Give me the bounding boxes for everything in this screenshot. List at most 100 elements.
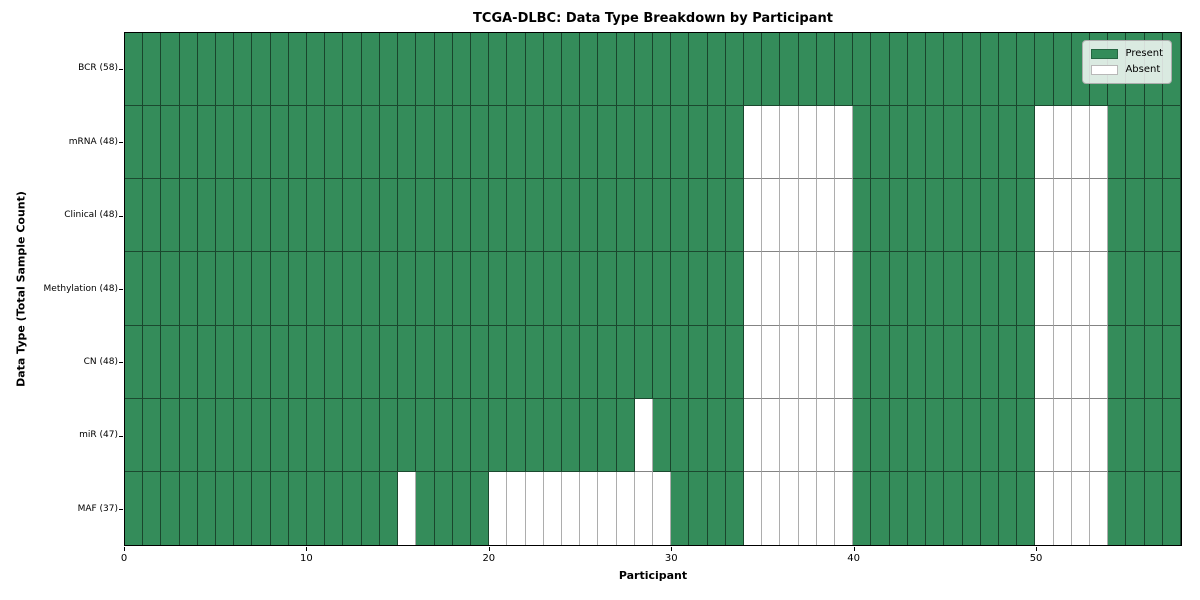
heatmap-cell	[744, 325, 763, 399]
x-tick-label: 40	[847, 553, 861, 564]
heatmap-cell	[707, 33, 726, 107]
heatmap-cell	[379, 106, 399, 180]
heatmap-cell	[270, 179, 289, 253]
heatmap-cell	[580, 252, 599, 326]
heatmap-cell	[634, 33, 653, 107]
heatmap-cell	[962, 252, 981, 326]
heatmap-cell	[452, 106, 471, 180]
heatmap-cell	[234, 33, 253, 107]
heatmap-cell	[580, 471, 599, 545]
heatmap-cell	[489, 398, 508, 472]
heatmap-cell	[907, 33, 927, 107]
heatmap-cell	[234, 179, 253, 253]
heatmap-cell	[944, 471, 963, 545]
heatmap-cell	[179, 398, 198, 472]
heatmap-cell	[416, 33, 435, 107]
heatmap-cell	[1017, 179, 1036, 253]
heatmap-cell	[598, 33, 617, 107]
heatmap-cell	[707, 325, 726, 399]
heatmap-cell	[179, 106, 198, 180]
heatmap-cell	[798, 325, 817, 399]
heatmap-cell	[561, 471, 581, 545]
heatmap-cell	[452, 471, 471, 545]
heatmap-cell	[470, 33, 490, 107]
heatmap-cell	[507, 252, 526, 326]
x-tick-label: 20	[482, 553, 496, 564]
heatmap-cell	[1108, 471, 1127, 545]
heatmap-cell	[1108, 325, 1127, 399]
heatmap-cell	[325, 33, 344, 107]
heatmap-cell	[926, 33, 945, 107]
heatmap-cell	[561, 33, 581, 107]
heatmap-cell	[561, 252, 581, 326]
heatmap-cell	[197, 252, 217, 326]
y-tick-mark	[119, 435, 123, 437]
heatmap-cell	[543, 471, 562, 545]
heatmap-cell	[671, 179, 690, 253]
heatmap-cell	[944, 33, 963, 107]
heatmap-cell	[926, 471, 945, 545]
heatmap-cell	[762, 33, 781, 107]
heatmap-cell	[1089, 106, 1109, 180]
heatmap-cell	[798, 33, 817, 107]
heatmap-cell	[580, 325, 599, 399]
heatmap-cell	[398, 471, 417, 545]
x-tick-mark	[853, 547, 855, 551]
heatmap-cell	[270, 398, 289, 472]
plot-area: Present Absent	[124, 32, 1182, 546]
heatmap-cell	[1162, 325, 1181, 399]
heatmap-cell	[379, 471, 399, 545]
heatmap-cell	[507, 179, 526, 253]
heatmap-cell	[671, 325, 690, 399]
y-tick-mark	[119, 142, 123, 144]
heatmap-cell	[416, 325, 435, 399]
heatmap-cell	[470, 106, 490, 180]
heatmap-cell	[252, 471, 271, 545]
heatmap-cell	[980, 33, 999, 107]
heatmap-cell	[234, 106, 253, 180]
heatmap-cell	[288, 179, 308, 253]
heatmap-cell	[616, 398, 635, 472]
heatmap-cell	[1126, 106, 1145, 180]
y-tick-label: BCR (58)	[78, 63, 118, 74]
y-tick-label: CN (48)	[83, 356, 118, 367]
y-tick-mark	[119, 289, 123, 290]
y-tick-mark	[119, 215, 123, 217]
heatmap-cell	[125, 106, 144, 180]
heatmap-cell	[998, 33, 1018, 107]
heatmap-cell	[161, 33, 180, 107]
heatmap-cell	[1071, 106, 1090, 180]
heatmap-cell	[525, 325, 544, 399]
y-tick-label: Methylation (48)	[43, 283, 118, 294]
heatmap-cell	[707, 179, 726, 253]
heatmap-cell	[452, 33, 471, 107]
heatmap-cell	[216, 398, 235, 472]
heatmap-cell	[307, 106, 326, 180]
heatmap-cell	[725, 471, 745, 545]
y-tick-label: miR (47)	[79, 430, 118, 441]
x-tick-mark	[306, 547, 308, 551]
heatmap-cell	[125, 398, 144, 472]
heatmap-cell	[598, 471, 617, 545]
heatmap-cell	[234, 325, 253, 399]
heatmap-cell	[197, 179, 217, 253]
heatmap-cell	[907, 398, 927, 472]
heatmap-cell	[525, 106, 544, 180]
heatmap-cell	[998, 325, 1018, 399]
heatmap-cell	[252, 106, 271, 180]
heatmap-cell	[288, 325, 308, 399]
heatmap-cell	[143, 471, 162, 545]
heatmap-cell	[816, 252, 836, 326]
heatmap-cell	[744, 179, 763, 253]
heatmap-cell	[1053, 33, 1072, 107]
heatmap-cell	[762, 179, 781, 253]
heatmap-cell	[489, 106, 508, 180]
heatmap-cell	[1035, 325, 1054, 399]
heatmap-cell	[853, 325, 872, 399]
heatmap-cell	[379, 252, 399, 326]
heatmap-cell	[780, 325, 799, 399]
heatmap-cell	[944, 252, 963, 326]
heatmap-cell	[143, 325, 162, 399]
heatmap-cell	[962, 179, 981, 253]
heatmap-cell	[871, 106, 890, 180]
